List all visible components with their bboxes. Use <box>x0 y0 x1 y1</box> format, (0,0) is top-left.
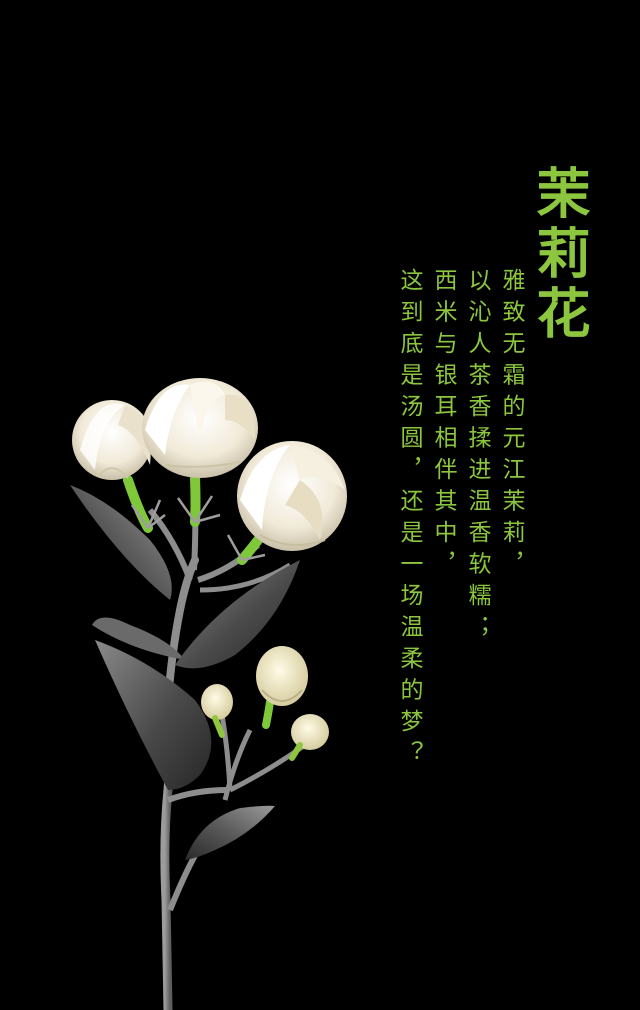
poem-line: 这到底是汤圆，还是一场温柔的梦？ <box>396 268 422 772</box>
poem-line: 西米与银耳相伴其中， <box>430 268 456 583</box>
calyx <box>289 742 303 761</box>
calyx <box>262 698 274 729</box>
jasmine-blossom-left <box>72 400 152 480</box>
leaf <box>175 560 300 669</box>
jasmine-bud <box>291 714 329 750</box>
jasmine-blossom-center <box>142 378 258 478</box>
calyx <box>190 473 201 527</box>
page-title: 茉莉花 <box>527 165 591 345</box>
lower-branch-stem <box>166 787 229 803</box>
leaf <box>185 805 275 860</box>
poem-line: 以沁人茶香揉进温香软糯； <box>464 268 490 646</box>
jasmine-blossom-right <box>237 441 347 551</box>
poem-line: 雅致无霜的元江茉莉， <box>498 268 524 583</box>
leaf <box>70 485 172 600</box>
poem-text: 雅致无霜的元江茉莉， 以沁人茶香揉进温香软糯； 西米与银耳相伴其中， 这到底是汤… <box>396 268 524 828</box>
jasmine-bud <box>256 646 308 706</box>
branch-stem <box>147 508 193 582</box>
calyx <box>212 715 225 738</box>
sepals <box>130 495 266 562</box>
calyx <box>123 475 153 533</box>
leaf <box>92 617 185 660</box>
leaf <box>95 640 212 790</box>
lower-branch-stem <box>219 714 233 791</box>
jasmine-bud <box>201 684 233 720</box>
upper-stem <box>164 556 199 704</box>
